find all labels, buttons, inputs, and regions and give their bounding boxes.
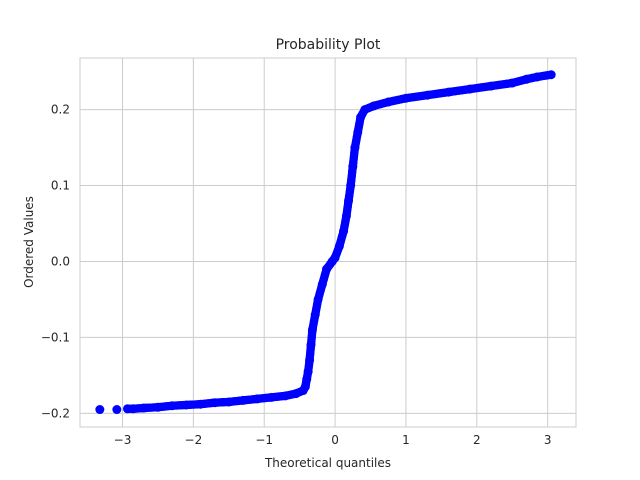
data-point	[303, 367, 313, 377]
plot-area	[79, 57, 577, 428]
data-point	[300, 382, 310, 392]
data-point	[507, 78, 517, 88]
data-point	[339, 226, 349, 236]
y-tick-label: −0.2	[41, 406, 70, 420]
data-point	[210, 398, 220, 408]
x-axis-label: Theoretical quantiles	[264, 456, 391, 470]
data-point	[252, 394, 262, 404]
data-point	[291, 389, 301, 399]
data-point	[238, 395, 248, 405]
data-point	[95, 405, 105, 415]
data-point	[521, 74, 531, 84]
data-point	[181, 400, 191, 410]
data-point	[330, 253, 340, 263]
x-tick-label: −2	[185, 433, 203, 447]
x-tick-label: −3	[114, 433, 132, 447]
data-point	[322, 264, 332, 274]
data-point	[422, 90, 432, 100]
x-tick-label: 3	[544, 433, 552, 447]
data-point	[128, 404, 138, 414]
data-point	[224, 397, 234, 407]
data-point	[334, 241, 344, 251]
data-point	[153, 402, 163, 412]
y-tick-label: 0.2	[51, 103, 70, 117]
plot-background	[80, 58, 576, 427]
data-point	[195, 399, 205, 409]
data-point	[353, 127, 363, 137]
x-tick-label: 0	[331, 433, 339, 447]
data-point	[346, 181, 356, 191]
data-point	[167, 401, 177, 411]
data-point	[305, 355, 315, 365]
data-points	[95, 70, 556, 415]
data-point	[317, 279, 327, 289]
data-point	[344, 196, 354, 206]
data-point	[465, 84, 475, 94]
data-point	[112, 405, 122, 415]
data-point	[532, 72, 542, 82]
y-axis-label: Ordered Values	[22, 196, 36, 288]
x-tick-labels: −3 −2 −1 0 1 2 3	[114, 433, 552, 447]
plot-frame	[79, 57, 577, 428]
data-point	[356, 112, 366, 122]
data-point	[341, 211, 351, 221]
data-point	[310, 310, 320, 320]
data-point	[280, 391, 290, 401]
y-tick-label: 0.0	[51, 254, 70, 268]
data-point	[443, 87, 453, 97]
x-tick-label: 2	[473, 433, 481, 447]
data-point	[266, 392, 276, 402]
x-tick-label: 1	[402, 433, 410, 447]
chart-title: Probability Plot	[276, 37, 381, 53]
x-tick-label: −1	[255, 433, 273, 447]
data-point	[383, 97, 393, 107]
data-point	[306, 340, 316, 350]
data-point	[348, 162, 358, 172]
data-point	[401, 93, 411, 103]
y-tick-label: 0.1	[51, 179, 70, 193]
data-point	[307, 325, 317, 335]
data-point	[486, 81, 496, 91]
y-tick-labels: −0.2 −0.1 0.0 0.1 0.2	[41, 103, 70, 421]
data-point	[350, 143, 360, 153]
data-point	[360, 105, 370, 115]
data-point	[369, 101, 379, 111]
data-point	[139, 403, 149, 413]
data-point	[546, 70, 556, 80]
data-point	[302, 374, 312, 384]
y-tick-label: −0.1	[41, 330, 70, 344]
data-point	[313, 294, 323, 304]
